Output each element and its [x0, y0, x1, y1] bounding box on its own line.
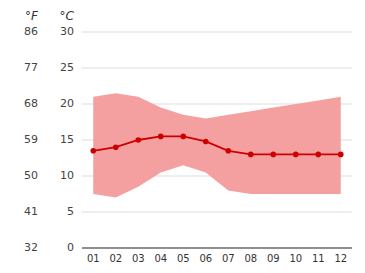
x-tick-label: 03 — [132, 253, 145, 264]
y-tick-label: 15 — [60, 133, 74, 146]
point — [180, 134, 186, 140]
x-tick-label: 05 — [177, 253, 190, 264]
point — [113, 144, 119, 150]
grid-line — [82, 32, 352, 33]
y-tick-label: 0 — [67, 241, 74, 254]
x-axis-line — [82, 248, 352, 249]
plot-area — [90, 93, 343, 197]
y-tick-label: 5 — [67, 205, 74, 218]
x-tick-label: 09 — [267, 253, 280, 264]
point — [90, 148, 96, 154]
point — [135, 137, 141, 143]
y-axis-label: °C — [60, 9, 75, 23]
y2-tick-label: 59 — [24, 133, 38, 146]
y-tick-label: 10 — [60, 169, 74, 182]
chart: 05101520253032415059687786°C°F0102030405… — [0, 0, 365, 273]
y2-tick-label: 32 — [24, 241, 38, 254]
point — [293, 152, 299, 158]
y2-tick-label: 41 — [24, 205, 38, 218]
grid-line — [82, 212, 352, 213]
x-tick-label: 11 — [312, 253, 325, 264]
x-tick-label: 01 — [87, 253, 100, 264]
grid — [82, 32, 352, 248]
y-tick-label: 30 — [60, 25, 74, 38]
point — [158, 134, 164, 140]
x-tick-label: 10 — [289, 253, 302, 264]
mean-line — [93, 136, 341, 154]
grid-line — [82, 248, 352, 249]
range-band — [93, 93, 341, 197]
x-tick-label: 06 — [199, 253, 212, 264]
point — [225, 148, 231, 154]
y2-tick-label: 86 — [24, 25, 38, 38]
point — [315, 152, 321, 158]
point — [203, 139, 209, 145]
point — [338, 152, 344, 158]
y2-tick-label: 68 — [24, 97, 38, 110]
y2-tick-label: 50 — [24, 169, 38, 182]
x-tick-label: 04 — [154, 253, 167, 264]
point — [270, 152, 276, 158]
y2-tick-label: 77 — [24, 61, 38, 74]
grid-line — [82, 68, 352, 69]
x-tick-label: 02 — [109, 253, 122, 264]
x-tick-label: 08 — [244, 253, 257, 264]
y-tick-label: 20 — [60, 97, 74, 110]
x-tick-label: 07 — [222, 253, 235, 264]
x-tick-label: 12 — [334, 253, 347, 264]
y2-axis-label: °F — [25, 9, 39, 23]
y-tick-label: 25 — [60, 61, 74, 74]
point — [248, 152, 254, 158]
